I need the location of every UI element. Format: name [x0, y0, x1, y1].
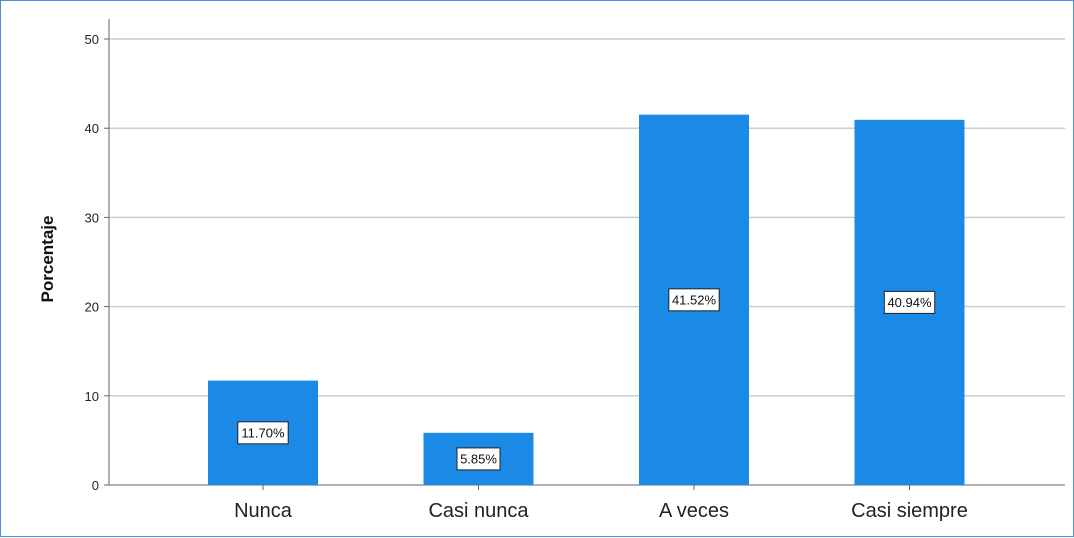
y-tick-label: 0: [92, 478, 99, 493]
y-tick-label: 30: [85, 210, 99, 225]
data-labels: 11.70% 5.85% 41.52% 40.94%: [237, 288, 936, 471]
y-tick-label: 10: [85, 389, 99, 404]
data-label: 40.94%: [887, 295, 932, 310]
data-label-box: [456, 447, 501, 471]
x-tick-labels: Nunca Casi nunca A veces Casi siempre: [234, 485, 968, 522]
x-tick-label: Casi siempre: [851, 500, 968, 522]
y-axis-title: Porcentaje: [38, 216, 57, 303]
data-label: 41.52%: [672, 292, 717, 307]
data-label: 5.85%: [460, 451, 497, 466]
y-tick-labels: 0 10 20 30 40 50: [85, 32, 109, 493]
y-tick-label: 50: [85, 32, 99, 47]
y-tick-label: 20: [85, 300, 99, 315]
x-tick-label: Nunca: [234, 500, 293, 522]
x-tick-label: A veces: [659, 500, 729, 522]
data-label-box: [237, 421, 289, 445]
y-tick-label: 40: [85, 121, 99, 136]
data-label: 11.70%: [241, 425, 285, 440]
data-label-box: [668, 288, 720, 312]
data-label-box: [883, 290, 936, 314]
bars: [208, 114, 965, 486]
x-tick-label: Casi nunca: [428, 500, 529, 522]
